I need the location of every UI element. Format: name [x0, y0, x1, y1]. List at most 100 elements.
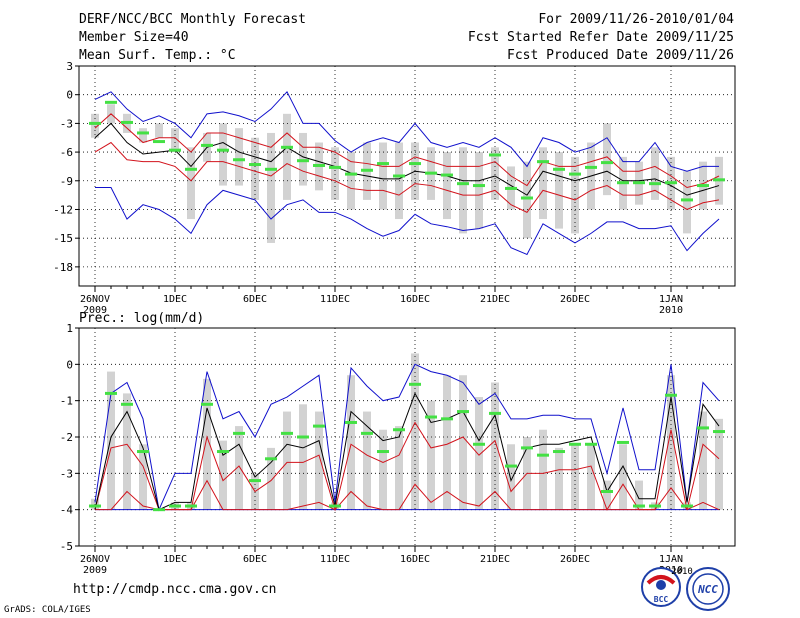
- y-tick-label: -6: [60, 146, 73, 159]
- ensemble-box-26NOV: [91, 113, 99, 138]
- mean-marker-22DEC: [505, 464, 517, 468]
- x-tick-year-label: 2010: [659, 305, 683, 316]
- mean-marker-7DEC: [265, 457, 277, 461]
- mean-marker-1DEC: [169, 148, 181, 152]
- mean-marker-13DEC: [361, 431, 373, 435]
- ensemble-box-29NOV: [139, 444, 147, 510]
- mean-marker-3JAN: [697, 426, 709, 430]
- mean-marker-27DEC: [585, 165, 597, 169]
- forecast-started-label: Fcst Started Refer Date 2009/11/25: [467, 30, 734, 45]
- ensemble-box-5DEC: [235, 128, 243, 186]
- x-tick-label: 21DEC: [480, 294, 510, 305]
- y-tick-label: -3: [60, 467, 73, 480]
- y-tick-label: 3: [66, 60, 73, 73]
- ensemble-box-20DEC: [475, 152, 483, 229]
- ensemble-box-8DEC: [283, 113, 291, 200]
- mean-marker-25DEC: [553, 450, 565, 454]
- mean-marker-4JAN: [713, 178, 725, 182]
- ensemble-box-25DEC: [555, 152, 563, 229]
- ensemble-box-15DEC: [395, 426, 403, 510]
- mean-marker-9DEC: [297, 435, 309, 439]
- ensemble-box-13DEC: [363, 411, 371, 510]
- mean-marker-3DEC: [201, 143, 213, 147]
- mean-marker-26DEC: [569, 172, 581, 176]
- mean-marker-21DEC: [489, 153, 501, 157]
- ncc-logo-year: 2010: [671, 567, 693, 577]
- mean-marker-30NOV: [153, 140, 165, 144]
- ensemble-box-28NOV: [123, 393, 131, 510]
- ensemble-box-2DEC: [187, 147, 195, 220]
- mean-marker-28NOV: [121, 120, 133, 124]
- ncc-logo: NCC 2010: [671, 567, 730, 611]
- y-tick-label: -9: [60, 175, 73, 188]
- ensemble-box-19DEC: [459, 147, 467, 234]
- mean-marker-22DEC: [505, 186, 517, 190]
- mean-marker-4DEC: [217, 450, 229, 454]
- mean-marker-6DEC: [249, 479, 261, 483]
- envelope-high-line: [94, 363, 720, 512]
- ensemble-box-3JAN: [699, 411, 707, 510]
- quartile-low-line: [94, 141, 720, 213]
- y-tick-label: -4: [60, 504, 74, 517]
- mean-marker-17DEC: [425, 415, 437, 419]
- mean-marker-2JAN: [681, 198, 693, 202]
- ensemble-box-4DEC: [219, 440, 227, 510]
- ensemble-box-5DEC: [235, 426, 243, 510]
- forecast-produced-label: Fcst Produced Date 2009/11/26: [507, 48, 734, 63]
- mean-marker-31DEC: [649, 182, 661, 186]
- temperature-variable-label: Mean Surf. Temp.: °C: [79, 48, 236, 63]
- y-tick-label: -15: [53, 232, 73, 245]
- mean-marker-28NOV: [121, 402, 133, 406]
- ensemble-box-29NOV: [139, 128, 147, 143]
- ensemble-box-2JAN: [683, 171, 691, 234]
- y-tick-label: -2: [60, 431, 73, 444]
- mean-marker-8DEC: [281, 431, 293, 435]
- chart-title: DERF/NCC/BCC Monthly Forecast: [79, 12, 306, 27]
- ensemble-box-20DEC: [475, 397, 483, 510]
- mean-marker-19DEC: [457, 410, 469, 414]
- mean-marker-18DEC: [441, 173, 453, 177]
- mean-marker-12DEC: [345, 420, 357, 424]
- mean-marker-29NOV: [137, 450, 149, 454]
- mean-marker-23DEC: [521, 446, 533, 450]
- mean-marker-26DEC: [569, 442, 581, 446]
- mean-marker-9DEC: [297, 159, 309, 163]
- ensemble-box-1JAN: [667, 375, 675, 510]
- mean-marker-6DEC: [249, 163, 261, 167]
- mean-marker-7DEC: [265, 167, 277, 171]
- mean-marker-3DEC: [201, 402, 213, 406]
- ensemble-box-29DEC: [619, 444, 627, 510]
- ensemble-box-26DEC: [571, 156, 579, 234]
- mean-marker-27NOV: [105, 100, 117, 104]
- mean-marker-1JAN: [665, 393, 677, 397]
- source-url: http://cmdp.ncc.cma.gov.cn: [73, 582, 277, 597]
- median-line: [94, 122, 720, 196]
- bcc-logo-text: BCC: [654, 595, 669, 604]
- ensemble-box-22DEC: [507, 444, 515, 510]
- ensemble-box-4DEC: [219, 123, 227, 186]
- mean-marker-2JAN: [681, 504, 693, 508]
- mean-marker-26NOV: [89, 504, 101, 508]
- ensemble-box-27NOV: [107, 371, 115, 510]
- grads-credit: GrADS: COLA/IGES: [4, 605, 91, 615]
- ensemble-box-28DEC: [603, 123, 611, 196]
- x-tick-label: 26NOV: [80, 294, 110, 305]
- mean-marker-23DEC: [521, 196, 533, 200]
- mean-marker-30NOV: [153, 508, 165, 512]
- mean-marker-19DEC: [457, 182, 469, 186]
- ensemble-box-30NOV: [155, 123, 163, 138]
- mean-marker-10DEC: [313, 424, 325, 428]
- mean-marker-13DEC: [361, 168, 373, 172]
- x-tick-label: 26DEC: [560, 294, 590, 305]
- forecast-period-label: For 2009/11/26-2010/01/04: [538, 12, 734, 27]
- x-tick-label: 11DEC: [320, 294, 350, 305]
- ensemble-box-21DEC: [491, 382, 499, 510]
- mean-marker-24DEC: [537, 453, 549, 457]
- ensemble-box-1DEC: [171, 128, 179, 153]
- ensemble-box-27DEC: [587, 444, 595, 510]
- ensemble-box-16DEC: [411, 353, 419, 510]
- x-tick-year-label: 2009: [83, 565, 107, 576]
- ensemble-box-7DEC: [267, 447, 275, 510]
